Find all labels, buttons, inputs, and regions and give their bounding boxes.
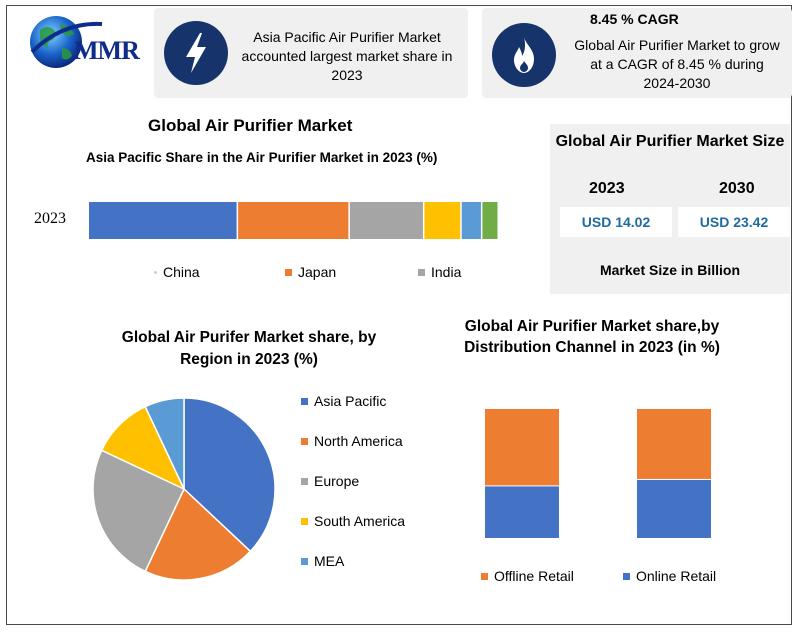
apac-share-subtitle: Asia Pacific Share in the Air Purifier M… — [86, 150, 438, 165]
legend-swatch — [301, 437, 308, 445]
region-pie-title: Global Air Purifer Market share, by Regi… — [121, 329, 377, 368]
legend-item-china: China — [154, 264, 200, 280]
legend-item-europe: Europe — [301, 473, 359, 489]
distribution-chart-title: Global Air Purifier Market share,by Dist… — [464, 318, 720, 356]
lightning-bolt-icon — [164, 21, 228, 85]
legend-swatch — [301, 397, 308, 405]
legend-swatch — [285, 268, 292, 276]
legend-label: Offline Retail — [494, 568, 574, 584]
cagr-info-card: Global Air Purifier Market to grow at a … — [482, 8, 792, 98]
legend-label: Japan — [298, 264, 337, 280]
legend-label: North America — [314, 433, 403, 449]
bar-category-label: 2023 — [34, 210, 66, 227]
legend-item-india: India — [418, 264, 461, 280]
legend-item-north-america: North America — [301, 433, 403, 449]
legend-item-online-retail: Online Retail — [623, 568, 716, 584]
legend-label: Asia Pacific — [314, 393, 387, 409]
legend-swatch — [301, 517, 308, 525]
legend-label: China — [163, 264, 200, 280]
legend-item-south-america: South America — [301, 513, 405, 529]
legend-label: South America — [314, 513, 406, 529]
mmr-logo-globe-icon — [30, 16, 103, 68]
cagr-info-text: Global Air Purifier Market to grow at a … — [574, 37, 780, 91]
legend-item-mea: MEA — [301, 553, 344, 569]
year-2023-label: 2023 — [589, 180, 625, 197]
market-size-footer: Market Size in Billion — [599, 262, 741, 278]
legend-label: Europe — [314, 473, 360, 489]
cagr-title: 8.45 % CAGR — [590, 11, 679, 27]
flame-icon — [492, 23, 556, 87]
legend-swatch — [154, 270, 157, 274]
apac-info-card: Asia Pacific Air Purifier Market account… — [154, 8, 468, 98]
market-size-2023-value: USD 14.02 — [560, 207, 672, 237]
legend-swatch — [418, 268, 425, 276]
legend-item-japan: Japan — [285, 264, 336, 280]
legend-swatch — [623, 572, 630, 580]
legend-swatch — [481, 572, 488, 580]
outer-frame — [6, 5, 792, 625]
legend-item-offline-retail: Offline Retail — [481, 568, 574, 584]
apac-info-text: Asia Pacific Air Purifier Market account… — [241, 29, 453, 83]
logo-text: MMR — [74, 36, 140, 65]
year-2030-label: 2030 — [719, 180, 755, 197]
legend-item-asia-pacific: Asia Pacific — [301, 393, 386, 409]
market-size-panel: Global Air Purifier Market Size 2023 203… — [550, 124, 790, 294]
chart-main-title: Global Air Purifier Market — [148, 116, 353, 135]
legend-label: Online Retail — [636, 568, 717, 584]
market-size-title: Global Air Purifier Market Size — [555, 133, 785, 150]
legend-swatch — [301, 477, 308, 485]
market-size-2030-value: USD 23.42 — [678, 207, 790, 237]
legend-swatch — [301, 557, 308, 565]
legend-label: MEA — [314, 553, 345, 569]
legend-label: India — [431, 264, 462, 280]
